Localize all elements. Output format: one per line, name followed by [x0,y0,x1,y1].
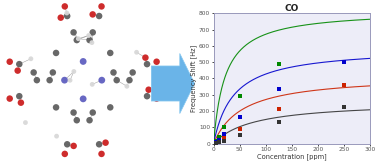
Point [107,52,113,54]
Point [89,41,95,44]
Point [80,98,86,100]
Point [341,84,347,86]
Point [146,88,152,91]
Point [221,137,227,139]
FancyArrow shape [151,53,195,114]
Point [341,106,347,108]
Point [71,145,77,147]
Point [99,153,105,155]
Point [213,141,219,144]
Point [31,71,37,74]
Point [107,106,113,109]
Point [90,31,96,34]
Point [144,95,150,98]
Point [216,136,222,138]
Y-axis label: Frequency Shift [Hz]: Frequency Shift [Hz] [191,45,197,112]
Point [87,119,93,122]
Point [87,39,93,41]
Point [50,71,56,74]
Point [110,71,116,74]
Point [71,31,77,34]
Point [133,51,139,54]
Point [221,139,227,142]
Point [276,108,282,111]
Point [216,141,222,144]
Point [237,95,243,98]
Point [90,13,96,16]
X-axis label: Concentration [ppm]: Concentration [ppm] [257,153,327,160]
Point [237,115,243,118]
Point [64,15,70,17]
Point [99,79,105,81]
Point [54,135,60,137]
Point [22,121,28,124]
Point [96,143,102,146]
Point [71,70,77,73]
Point [62,79,68,81]
Title: CO: CO [285,4,299,13]
Point [144,63,150,65]
Point [90,111,96,114]
Point [7,97,13,100]
Point [74,119,80,122]
Point [237,133,243,136]
Point [153,97,160,100]
Point [341,61,347,63]
Point [53,106,59,109]
Point [89,83,95,86]
Point [75,37,81,40]
Point [221,133,227,135]
Point [102,141,108,144]
Point [276,121,282,124]
Point [16,95,22,98]
Point [213,140,219,142]
Point [67,79,73,82]
Point [46,79,53,81]
Point [216,139,222,141]
Point [16,63,22,65]
Point [64,12,70,14]
Point [15,69,21,72]
Point [126,79,132,81]
Point [276,62,282,65]
Point [99,5,105,8]
Point [62,5,68,8]
Point [213,142,219,144]
Point [237,128,243,130]
Point [221,126,227,129]
Point [153,60,160,63]
Point [28,57,34,60]
Point [64,143,70,146]
Point [143,56,149,59]
Point [86,34,92,37]
Point [114,79,120,81]
Point [96,15,102,17]
Point [34,79,40,81]
Point [124,85,130,88]
Point [7,60,13,63]
Point [80,60,86,63]
Point [71,111,77,114]
Point [216,140,222,143]
Point [58,16,64,19]
Point [130,71,136,74]
Point [53,52,59,54]
Point [276,88,282,90]
Point [213,141,219,144]
Point [18,101,24,104]
Point [62,153,68,155]
Point [74,39,80,41]
